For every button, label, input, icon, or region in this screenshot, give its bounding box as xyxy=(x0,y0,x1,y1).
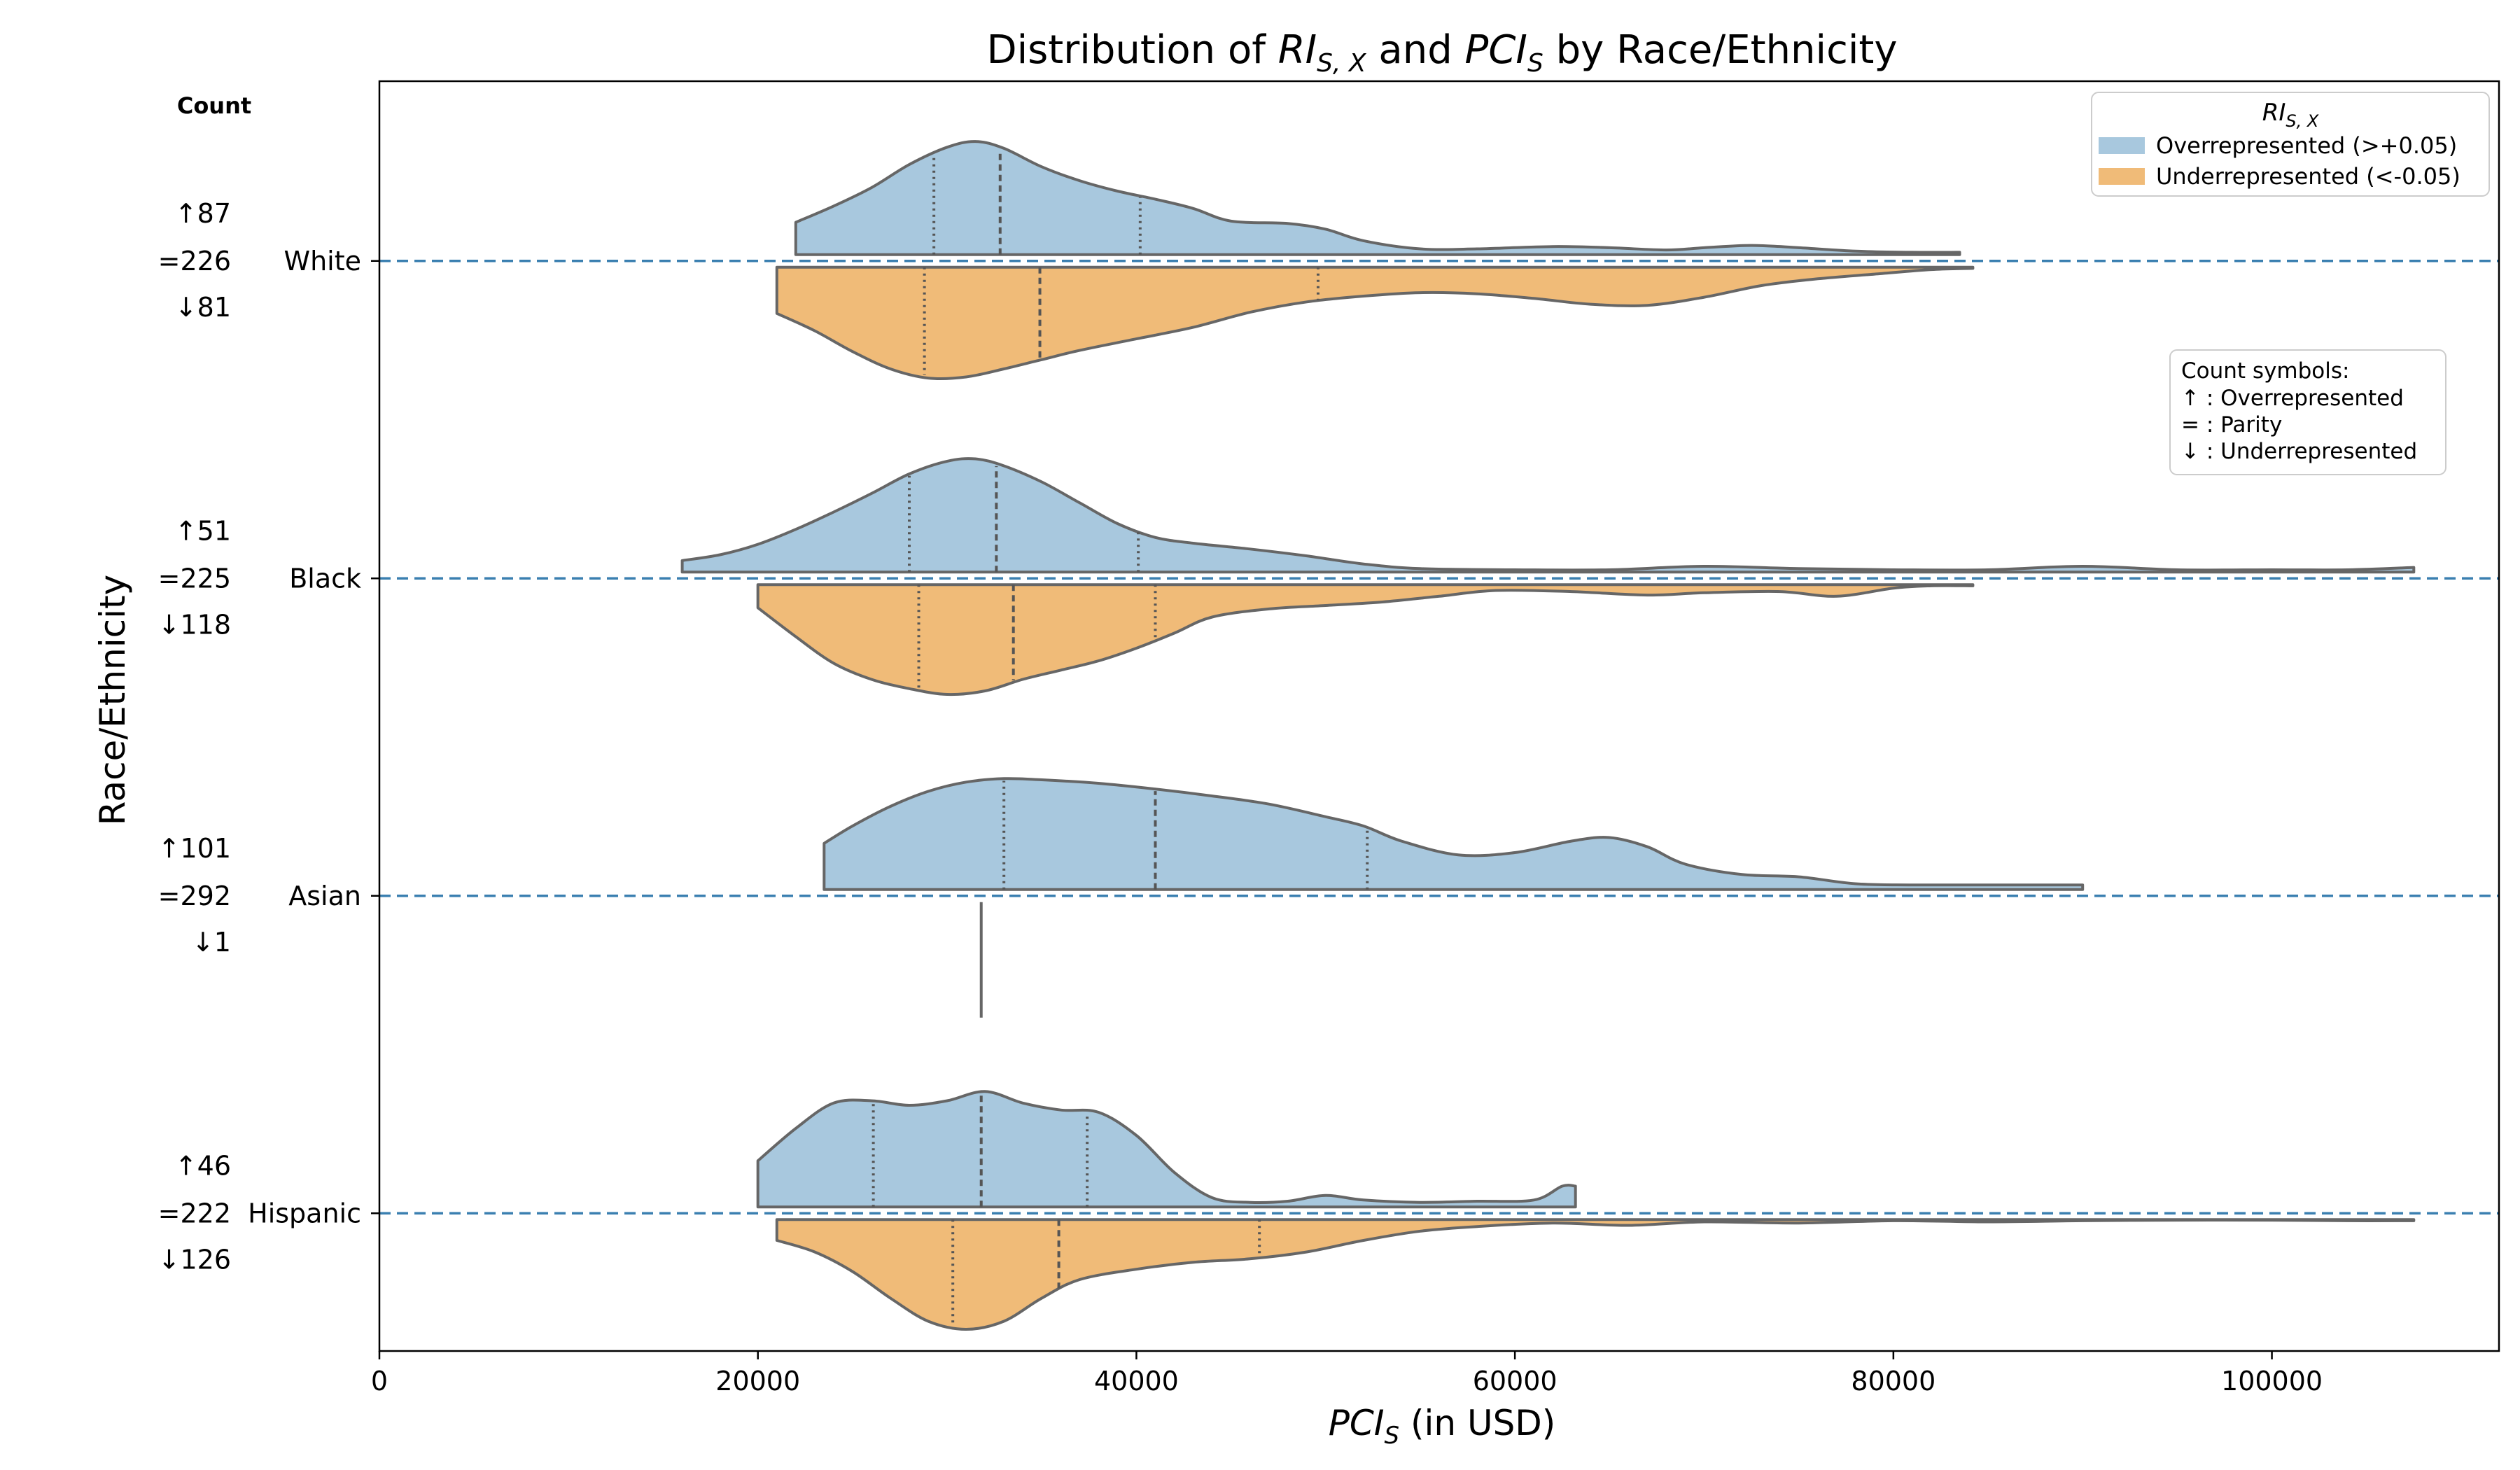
y-axis-label: Race/Ethnicity xyxy=(92,575,133,825)
y-axis-labels: White Black Asian Hispanic xyxy=(248,246,379,1228)
x-axis-label: PCIS (in USD) xyxy=(1329,1403,1556,1450)
count-up-black: ↑51 xyxy=(175,515,231,546)
violin-hispanic-over xyxy=(756,1090,1577,1209)
legend-box xyxy=(2091,92,2490,197)
count-eq-hispanic: =222 xyxy=(158,1198,231,1228)
x-tick-label: 20000 xyxy=(715,1366,800,1396)
legend-title: RIS, X xyxy=(2262,99,2319,131)
axes-frame xyxy=(378,80,2500,1352)
y-tick-label-white: White xyxy=(284,246,362,276)
count-column: ↑87 =226 ↓81 ↑51 =225 ↓118 ↑101 =292 ↓1 ↑46 =222 ↓1… xyxy=(158,198,231,1275)
count-up-white: ↑87 xyxy=(175,198,231,229)
x-axis-ticks: 0 20000 40000 60000 80000 100000 xyxy=(371,1351,2323,1396)
chart-title: Distribution of RIS, X and PCIS by Race/… xyxy=(986,27,1897,78)
legend-swatch-underrepresented xyxy=(2099,168,2145,185)
legend: RIS, X Overrepresented (>+0.05) Underrep… xyxy=(2091,92,2490,197)
count-up-asian: ↑101 xyxy=(158,833,231,864)
x-tick-label: 60000 xyxy=(1473,1366,1558,1396)
count-up-hispanic: ↑46 xyxy=(175,1150,231,1181)
count-eq-asian: =292 xyxy=(158,881,231,911)
legend-swatch-overrepresented xyxy=(2099,137,2145,154)
count-down-black: ↓118 xyxy=(158,609,231,640)
x-tick-label: 40000 xyxy=(1094,1366,1179,1396)
violin-white-under xyxy=(775,265,1975,381)
violin-black-under xyxy=(756,583,1975,696)
violin-hispanic-under xyxy=(775,1218,2416,1331)
count-legend-box xyxy=(2169,349,2446,475)
violin-black-over xyxy=(680,457,2416,574)
legend-label-overrepresented: Overrepresented (>+0.05) xyxy=(2156,132,2457,159)
y-tick-label-asian: Asian xyxy=(288,881,361,911)
count-legend-line-over: ↑ : Overrepresented xyxy=(2181,386,2404,411)
violin-white-over xyxy=(794,140,1961,256)
count-symbols-legend: Count symbols: ↑ : Overrepresented = : P… xyxy=(2169,349,2446,475)
x-tick-label: 0 xyxy=(371,1366,388,1396)
legend-label-underrepresented: Underrepresented (<-0.05) xyxy=(2156,163,2460,190)
count-down-asian: ↓1 xyxy=(192,927,231,958)
x-tick-label: 80000 xyxy=(1851,1366,1935,1396)
plot-area xyxy=(379,140,2499,1331)
y-tick-label-black: Black xyxy=(289,563,361,594)
violin-asian-over xyxy=(822,777,2085,891)
count-eq-white: =226 xyxy=(158,246,231,276)
count-legend-title: Count symbols: xyxy=(2181,358,2349,384)
x-tick-label: 100000 xyxy=(2221,1366,2323,1396)
count-down-white: ↓81 xyxy=(175,292,231,323)
count-header: Count xyxy=(177,92,251,119)
count-legend-line-parity: = : Parity xyxy=(2181,412,2282,438)
count-legend-line-under: ↓ : Underrepresented xyxy=(2181,439,2417,464)
count-eq-black: =225 xyxy=(158,563,231,594)
y-tick-label-hispanic: Hispanic xyxy=(248,1198,361,1228)
count-down-hispanic: ↓126 xyxy=(158,1244,231,1275)
